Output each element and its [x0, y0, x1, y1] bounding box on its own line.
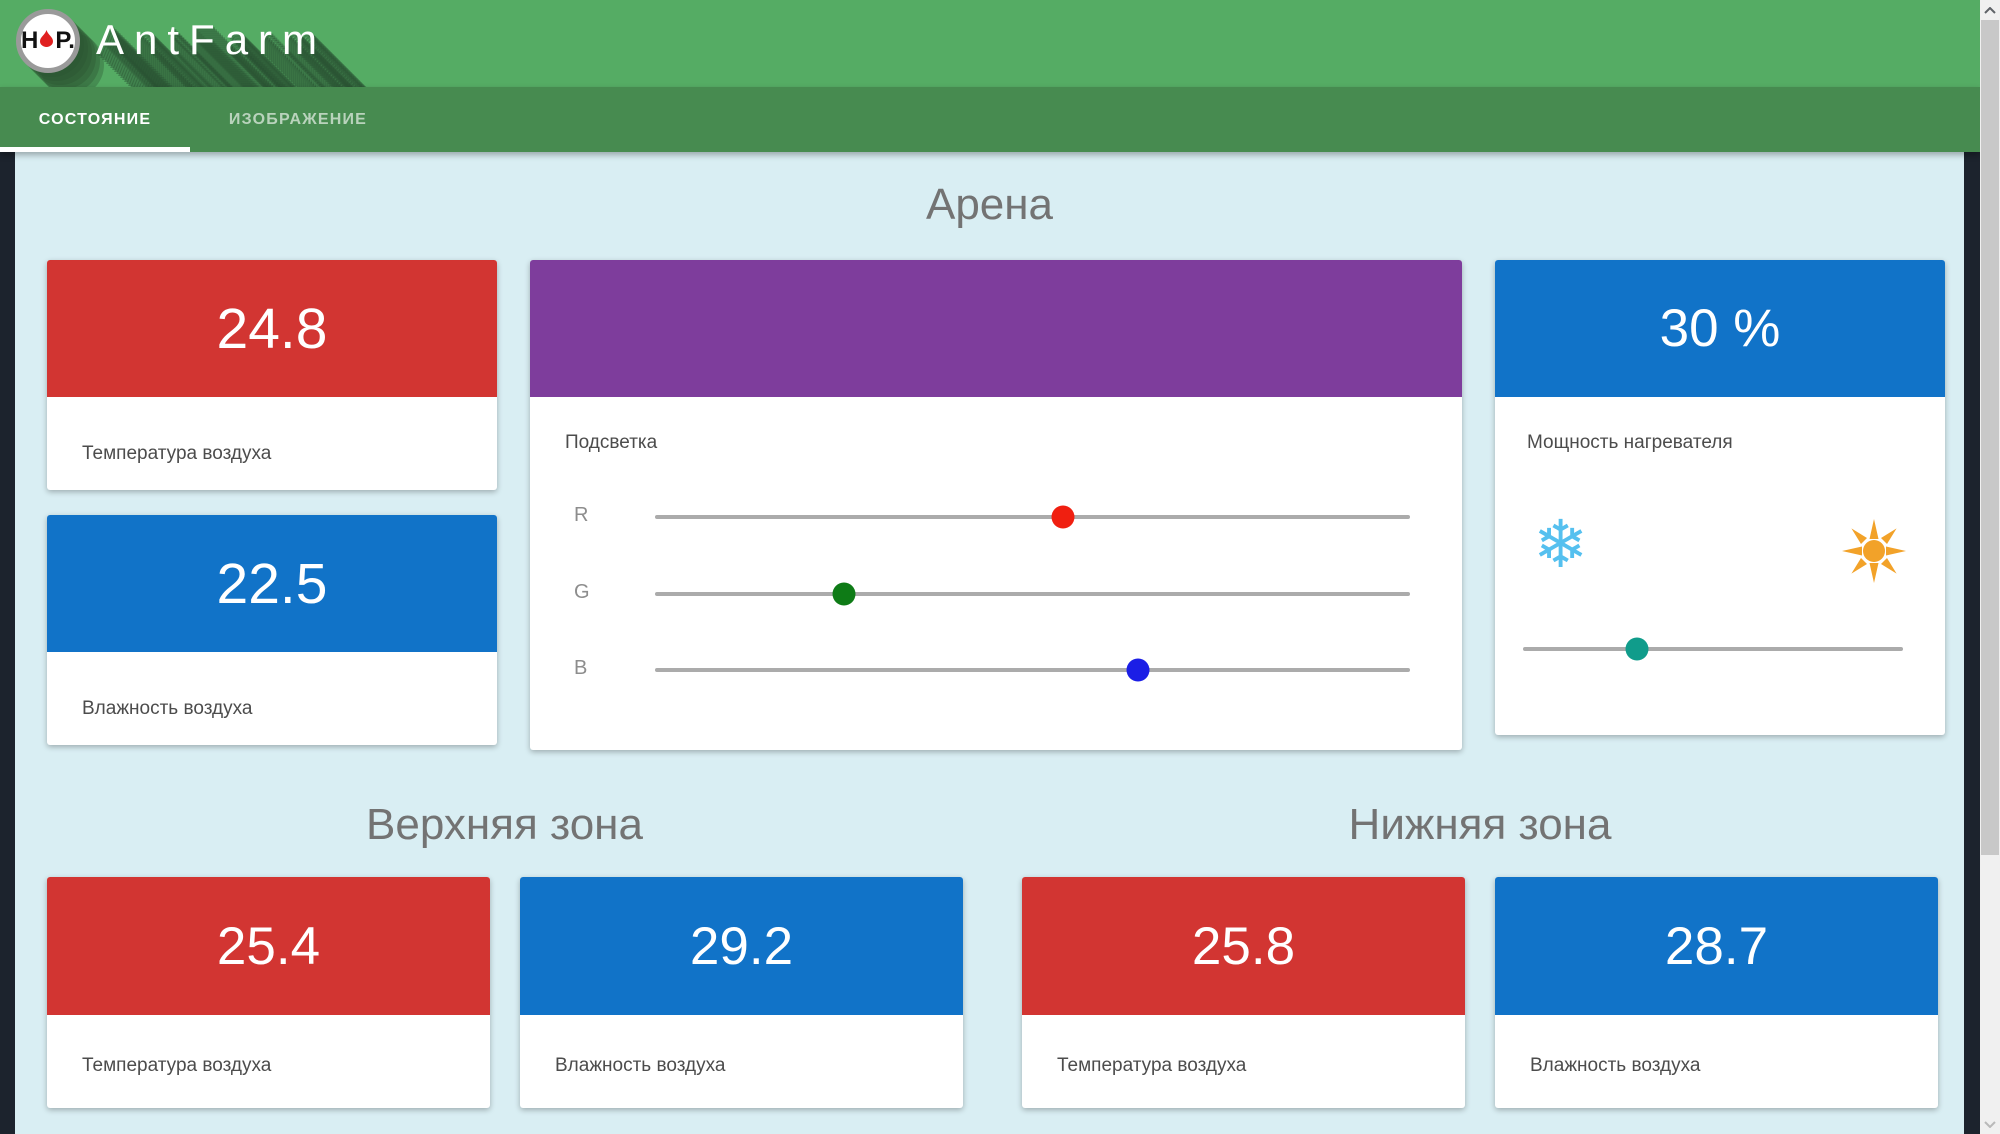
lower-zone-temperature-card: 25.8 Температура воздуха — [1022, 877, 1465, 1108]
snowflake-icon: ❄ — [1533, 506, 1589, 583]
scroll-up-icon[interactable] — [1980, 0, 2000, 20]
lower-zone-humidity-label: Влажность воздуха — [1530, 1055, 1701, 1076]
app-logo: H P. — [16, 9, 80, 73]
logo-letter-left: H — [21, 27, 39, 54]
arena-humidity-value: 22.5 — [47, 515, 497, 652]
tab-image[interactable]: ИЗОБРАЖЕНИЕ — [228, 110, 368, 128]
arena-temperature-value: 24.8 — [47, 260, 497, 397]
upper-zone-title: Верхняя зона — [366, 800, 643, 849]
upper-zone-temperature-card: 25.4 Температура воздуха — [47, 877, 490, 1108]
arena-humidity-label: Влажность воздуха — [82, 698, 253, 719]
arena-temperature-card: 24.8 Температура воздуха — [47, 260, 497, 490]
upper-zone-humidity-value: 29.2 — [520, 877, 963, 1015]
upper-zone-humidity-label: Влажность воздуха — [555, 1055, 726, 1076]
sun-icon — [1841, 518, 1907, 589]
blue-channel-label: B — [574, 657, 588, 679]
vertical-scrollbar[interactable] — [1980, 0, 2000, 1134]
arena-section-title: Арена — [925, 180, 1054, 229]
heater-power-label: Мощность нагревателя — [1527, 432, 1733, 453]
heater-slider-track[interactable] — [1523, 637, 1903, 661]
tab-bar: СОСТОЯНИЕ ИЗОБРАЖЕНИЕ — [0, 87, 1980, 152]
scroll-down-icon[interactable] — [1980, 1114, 2000, 1134]
upper-zone-temperature-label: Температура воздуха — [82, 1055, 272, 1076]
green-slider-thumb[interactable] — [832, 582, 856, 606]
lower-zone-temperature-label: Температура воздуха — [1057, 1055, 1247, 1076]
lower-zone-temperature-value: 25.8 — [1022, 877, 1465, 1015]
backlight-color-preview — [530, 260, 1462, 397]
green-slider-track[interactable] — [655, 582, 1410, 606]
lower-zone-humidity-value: 28.7 — [1495, 877, 1938, 1015]
upper-zone-temperature-value: 25.4 — [47, 877, 490, 1015]
arena-temperature-label: Температура воздуха — [82, 443, 272, 464]
app-bar: H P. AntFarm — [0, 0, 1980, 87]
blue-slider-thumb[interactable] — [1126, 658, 1150, 682]
heater-card: 30 % Мощность нагревателя ❄ — [1495, 260, 1945, 735]
tab-state[interactable]: СОСТОЯНИЕ — [38, 110, 152, 128]
red-slider-track[interactable] — [655, 505, 1410, 529]
active-tab-underline — [0, 147, 190, 152]
logo-drop-icon — [40, 30, 54, 52]
arena-humidity-card: 22.5 Влажность воздуха — [47, 515, 497, 745]
lower-zone-title: Нижняя зона — [1348, 800, 1612, 849]
app-title: AntFarm — [96, 16, 328, 63]
backlight-label: Подсветка — [565, 432, 658, 453]
red-slider-thumb[interactable] — [1051, 505, 1075, 529]
heater-power-value: 30 % — [1495, 260, 1945, 397]
green-channel-label: G — [574, 581, 590, 603]
red-channel-label: R — [574, 504, 589, 526]
blue-slider-track[interactable] — [655, 658, 1410, 682]
logo-letter-right: P. — [55, 27, 75, 54]
backlight-card: Подсветка R G B — [530, 260, 1462, 750]
scrollbar-thumb[interactable] — [1981, 20, 1999, 855]
dashboard-content: Арена 24.8 Температура воздуха 22.5 Влаж… — [15, 152, 1964, 1134]
heater-slider-thumb[interactable] — [1625, 637, 1649, 661]
upper-zone-humidity-card: 29.2 Влажность воздуха — [520, 877, 963, 1108]
lower-zone-humidity-card: 28.7 Влажность воздуха — [1495, 877, 1938, 1108]
